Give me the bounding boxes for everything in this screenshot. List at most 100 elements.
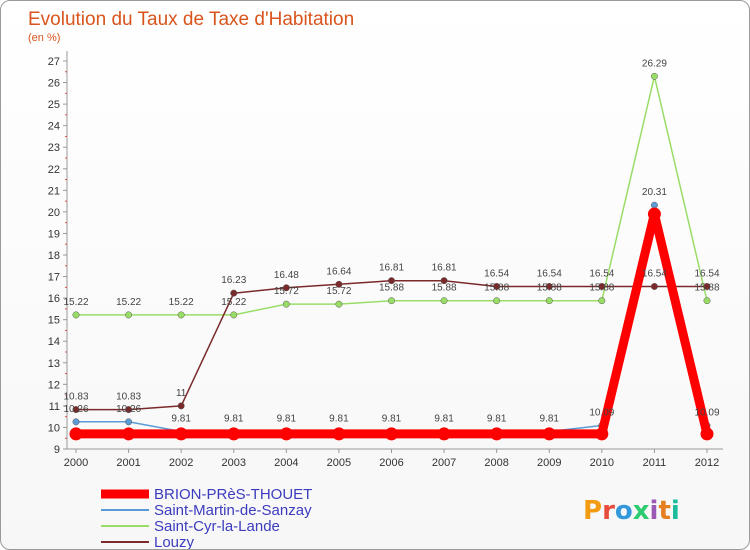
data-point-0-12 (700, 427, 714, 441)
data-point-1-11 (650, 201, 658, 209)
x-tick-label: 2007 (432, 457, 456, 469)
data-point-3-12 (703, 283, 711, 290)
data-point-1-1 (125, 418, 133, 426)
data-point-2-0 (72, 311, 80, 319)
logo-letter: P (583, 496, 602, 526)
data-point-0-5 (332, 427, 346, 441)
data-point-0-1 (122, 427, 136, 441)
data-label-2-12: 15.88 (694, 283, 719, 294)
data-point-0-11 (647, 207, 661, 221)
legend-label-1: Saint-Martin-de-Sanzay (154, 502, 312, 519)
y-tick-label: 10 (48, 422, 60, 434)
data-label-3-3: 16.23 (221, 275, 246, 286)
data-label-2-2: 15.22 (169, 297, 194, 308)
data-label-1-9: 9.81 (540, 414, 560, 425)
x-tick-label: 2011 (643, 457, 667, 469)
proxiti-logo: Proxiti (583, 496, 680, 526)
y-tick-label: 27 (48, 56, 60, 68)
y-tick-label: 22 (48, 164, 60, 176)
x-tick-label: 2003 (222, 457, 246, 469)
data-label-1-12: 10.09 (694, 408, 719, 419)
data-point-3-3 (230, 289, 238, 297)
y-tick-label: 25 (48, 99, 60, 111)
data-label-2-10: 15.88 (589, 283, 614, 294)
data-point-3-9 (545, 283, 553, 290)
data-label-1-8: 9.81 (487, 414, 507, 425)
logo-letter: t (658, 496, 670, 526)
logo-letter: i (650, 496, 659, 526)
y-tick-label: 17 (48, 272, 60, 284)
data-label-2-8: 15.88 (484, 283, 509, 294)
data-point-2-7 (440, 297, 448, 305)
data-label-2-9: 15.88 (537, 283, 562, 294)
y-tick-label: 14 (48, 336, 60, 348)
data-point-2-1 (125, 311, 133, 319)
y-tick-label: 11 (49, 401, 60, 413)
y-tick-label: 24 (48, 121, 60, 133)
data-point-3-6 (388, 277, 395, 285)
logo-letter: i (671, 496, 680, 526)
x-tick-label: 2008 (484, 457, 508, 469)
chart-title: Evolution du Taux de Taxe d'Habitation (28, 9, 354, 30)
data-label-1-7: 9.81 (434, 414, 454, 425)
data-point-2-8 (493, 297, 501, 305)
data-label-1-10: 10.09 (589, 408, 614, 419)
x-tick-label: 2002 (169, 457, 193, 469)
x-tick-label: 2004 (274, 457, 298, 469)
data-point-0-9 (542, 427, 556, 441)
data-point-3-11 (650, 283, 658, 290)
data-point-3-4 (282, 284, 290, 292)
data-label-2-4: 15.72 (274, 286, 299, 297)
x-tick-label: 2005 (327, 457, 351, 469)
data-label-2-6: 15.88 (379, 283, 404, 294)
data-label-2-1: 15.22 (116, 297, 141, 308)
axes: 9 10 11 12 13 14 15 16 17 18 19 20 21 22 23 24 25 26 27 200… (48, 51, 723, 469)
data-label-3-9: 16.54 (537, 268, 562, 279)
data-point-0-8 (490, 427, 504, 441)
data-label-3-12: 16.54 (694, 268, 719, 279)
x-tick-label: 2000 (64, 457, 88, 469)
y-tick-label: 19 (48, 228, 60, 240)
data-label-1-1: 10.26 (116, 404, 141, 415)
data-point-2-9 (545, 297, 553, 305)
x-tick-label: 2001 (116, 457, 140, 469)
data-label-2-5: 15.72 (326, 286, 351, 297)
data-label-3-5: 16.64 (326, 266, 351, 277)
legend-label-2: Saint-Cyr-la-Lande (154, 518, 280, 535)
data-point-2-11 (650, 72, 658, 80)
y-tick-label: 9 (54, 444, 60, 456)
data-point-3-0 (72, 406, 80, 414)
data-point-0-3 (227, 427, 241, 441)
data-point-3-10 (598, 283, 606, 290)
data-point-0-7 (437, 427, 451, 441)
data-point-3-1 (125, 406, 133, 414)
series-layer (69, 72, 714, 441)
data-label-1-6: 9.81 (382, 414, 402, 425)
data-label-1-0: 10.26 (63, 404, 88, 415)
x-tick-label: 2010 (590, 457, 614, 469)
data-point-3-5 (335, 280, 343, 288)
y-tick-label: 21 (48, 185, 60, 197)
data-point-2-10 (598, 297, 606, 305)
y-tick-label: 15 (48, 315, 60, 327)
data-label-3-0: 10.83 (63, 392, 88, 403)
data-label-3-10: 16.54 (589, 268, 614, 279)
logo-letter: x (633, 496, 650, 526)
y-tick-label: 23 (48, 142, 60, 154)
data-point-2-6 (388, 297, 395, 305)
series-line-0 (71, 209, 712, 439)
legend: BRION-PRèS-THOUETSaint-Martin-de-SanzayS… (101, 486, 312, 549)
y-tick-label: 18 (48, 250, 60, 262)
data-label-1-11: 20.31 (642, 187, 667, 198)
data-label-1-2: 9.81 (171, 414, 191, 425)
data-point-0-2 (174, 427, 188, 441)
data-point-0-6 (385, 427, 398, 441)
data-point-2-5 (335, 300, 343, 308)
data-label-3-1: 10.83 (116, 392, 141, 403)
data-label-2-11: 26.29 (642, 58, 667, 69)
y-tick-label: 16 (48, 293, 60, 305)
data-point-0-0 (69, 427, 83, 441)
data-label-3-2: 11 (176, 388, 187, 399)
